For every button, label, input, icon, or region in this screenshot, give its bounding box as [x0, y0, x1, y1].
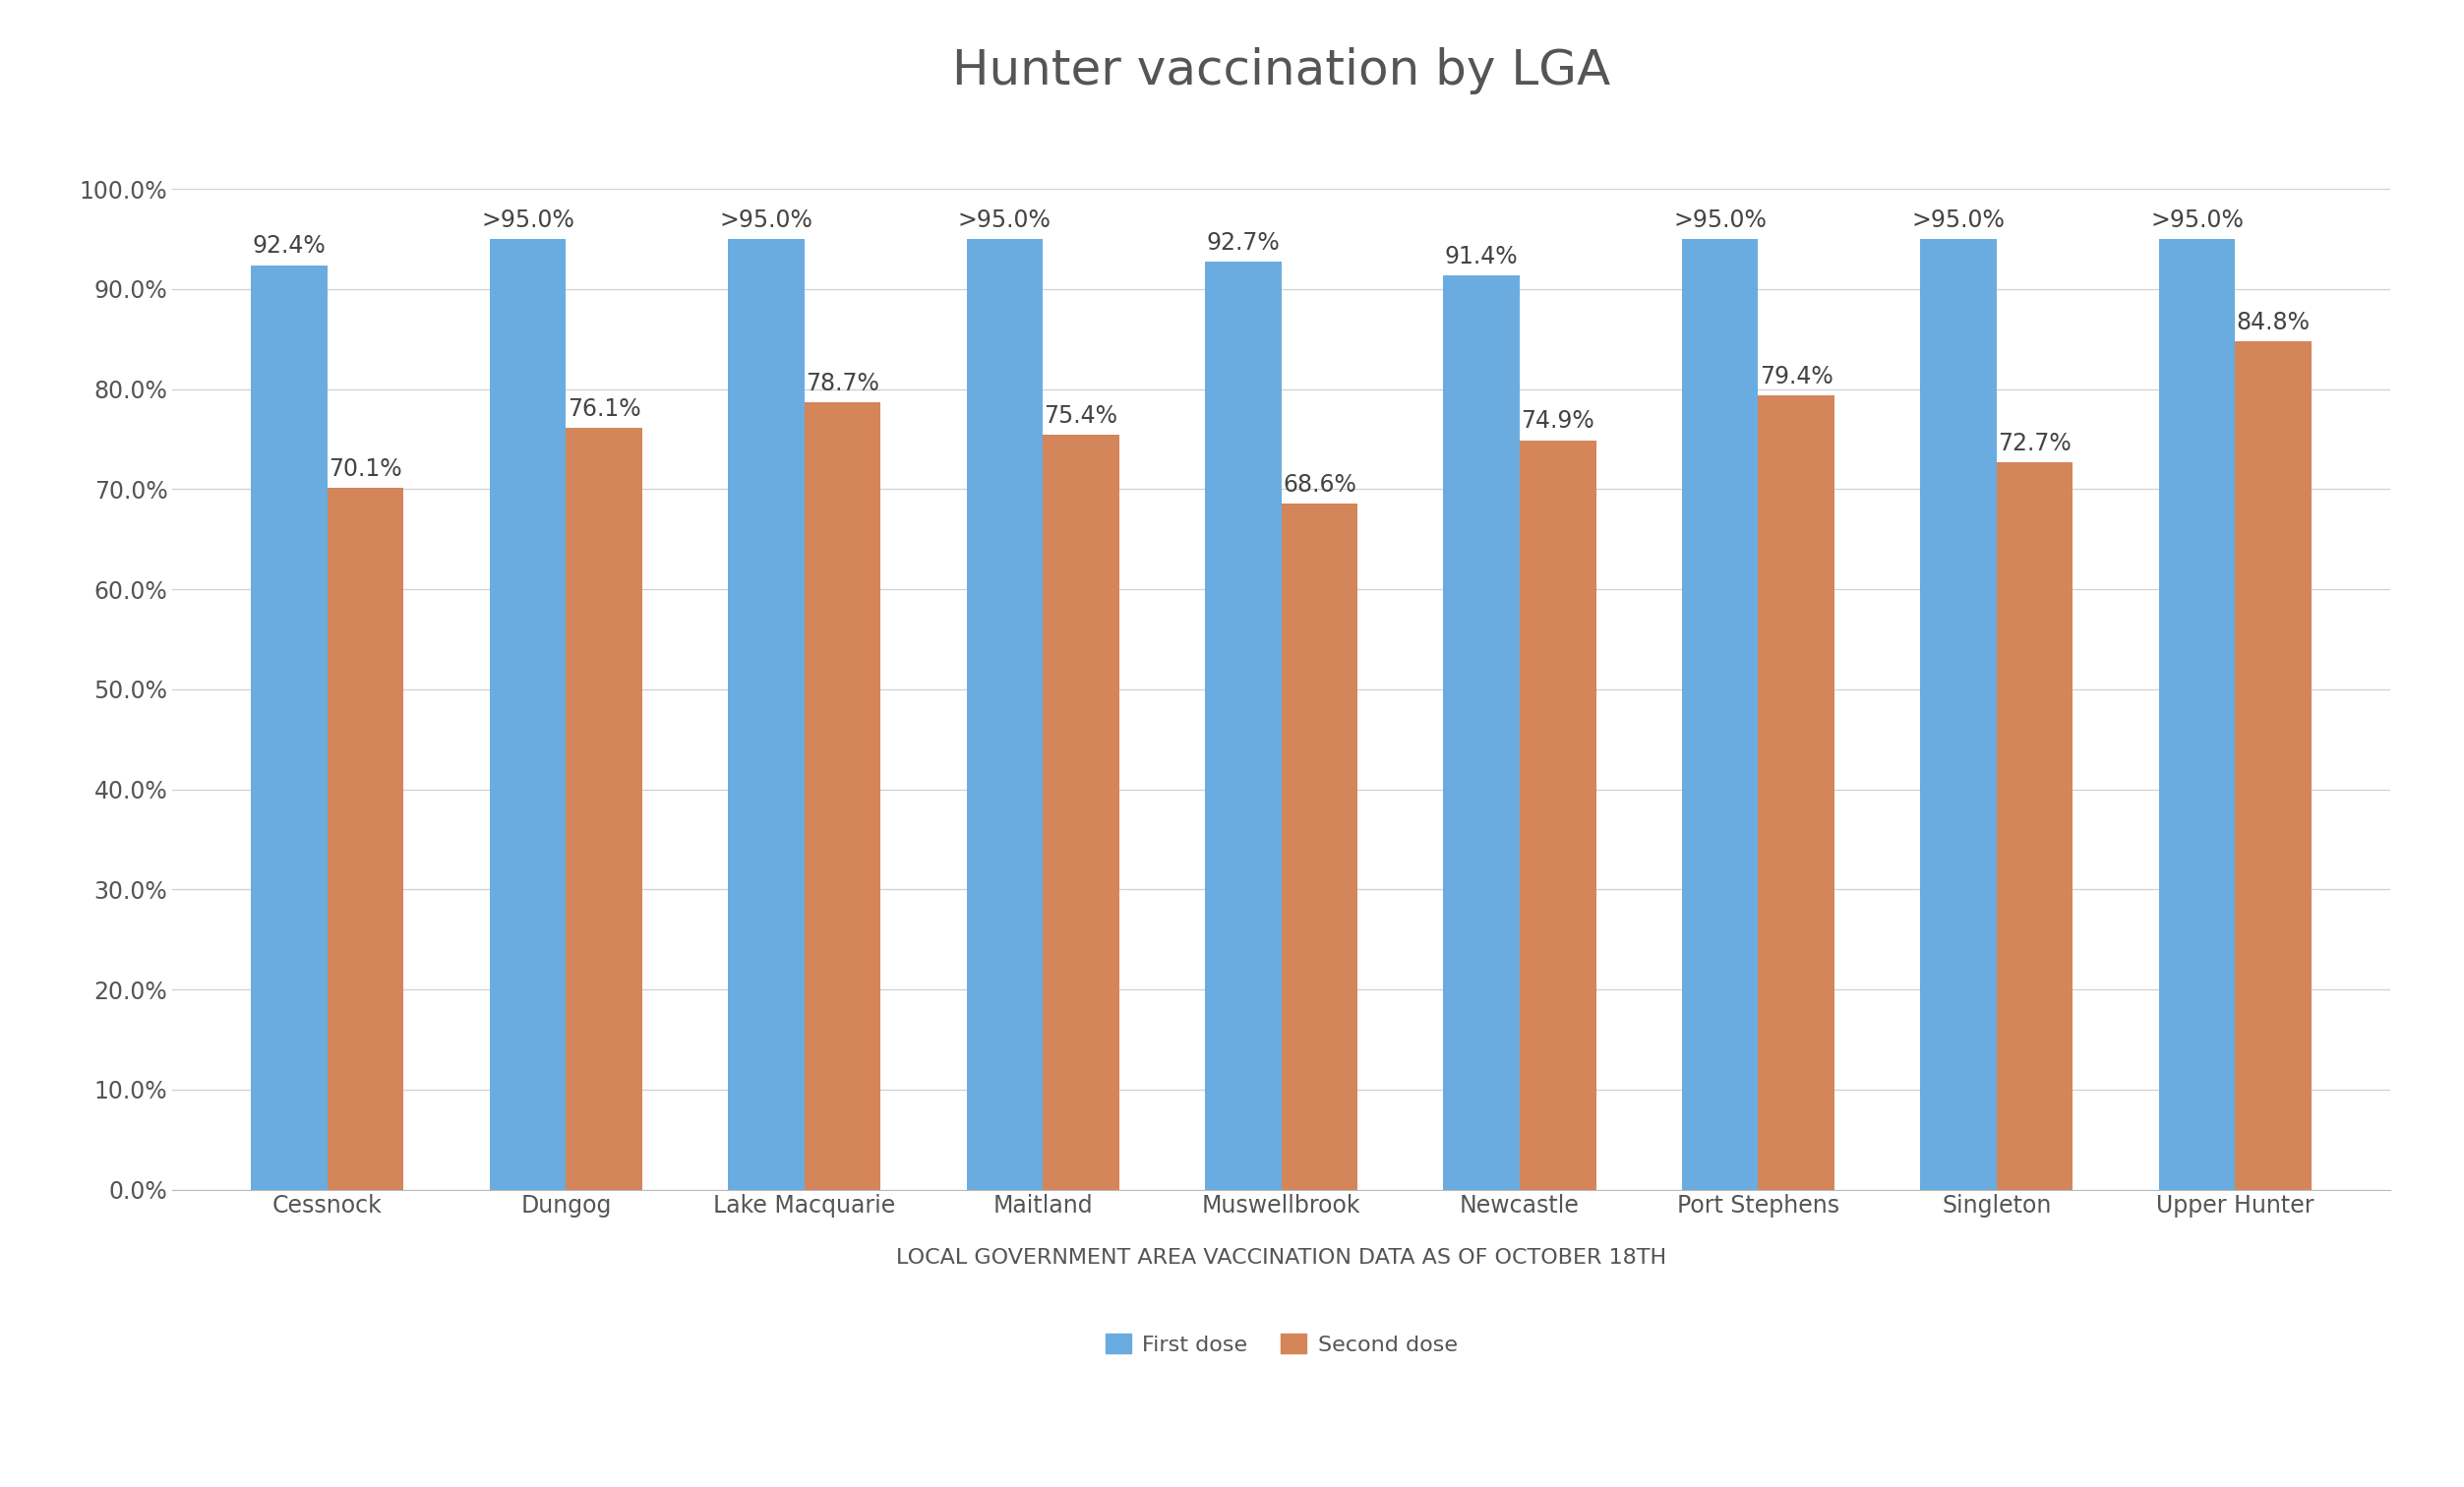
- Text: 78.7%: 78.7%: [806, 372, 880, 396]
- Bar: [1205, 262, 1281, 1190]
- Text: >95.0%: >95.0%: [958, 208, 1052, 232]
- Title: Hunter vaccination by LGA: Hunter vaccination by LGA: [951, 48, 1611, 95]
- Bar: [567, 428, 643, 1190]
- Bar: [2235, 341, 2311, 1190]
- Text: 84.8%: 84.8%: [2237, 311, 2311, 335]
- Text: 76.1%: 76.1%: [567, 397, 641, 421]
- Text: >95.0%: >95.0%: [2151, 208, 2245, 232]
- Bar: [251, 265, 328, 1190]
- Text: >95.0%: >95.0%: [1673, 208, 1767, 232]
- Text: >95.0%: >95.0%: [1912, 208, 2006, 232]
- Text: >95.0%: >95.0%: [480, 208, 574, 232]
- Text: 70.1%: 70.1%: [328, 458, 402, 482]
- Bar: [1444, 275, 1520, 1190]
- Bar: [1281, 503, 1358, 1190]
- Text: 75.4%: 75.4%: [1045, 404, 1119, 428]
- Text: 79.4%: 79.4%: [1759, 364, 1833, 388]
- Bar: [803, 401, 880, 1190]
- Bar: [1996, 462, 2072, 1190]
- X-axis label: LOCAL GOVERNMENT AREA VACCINATION DATA AS OF OCTOBER 18TH: LOCAL GOVERNMENT AREA VACCINATION DATA A…: [897, 1248, 1666, 1268]
- Bar: [1919, 239, 1996, 1190]
- Bar: [1683, 239, 1759, 1190]
- Bar: [727, 239, 803, 1190]
- Text: 68.6%: 68.6%: [1284, 473, 1355, 497]
- Bar: [1520, 440, 1597, 1190]
- Text: 92.7%: 92.7%: [1207, 232, 1279, 256]
- Bar: [1759, 396, 1836, 1190]
- Text: >95.0%: >95.0%: [719, 208, 813, 232]
- Bar: [2158, 239, 2235, 1190]
- Bar: [490, 239, 567, 1190]
- Text: 74.9%: 74.9%: [1520, 409, 1594, 433]
- Legend: First dose, Second dose: First dose, Second dose: [1094, 1323, 1469, 1367]
- Bar: [966, 239, 1042, 1190]
- Bar: [328, 488, 404, 1190]
- Text: 91.4%: 91.4%: [1444, 244, 1518, 268]
- Text: 92.4%: 92.4%: [251, 235, 325, 259]
- Bar: [1042, 436, 1119, 1190]
- Text: 72.7%: 72.7%: [1998, 431, 2072, 455]
